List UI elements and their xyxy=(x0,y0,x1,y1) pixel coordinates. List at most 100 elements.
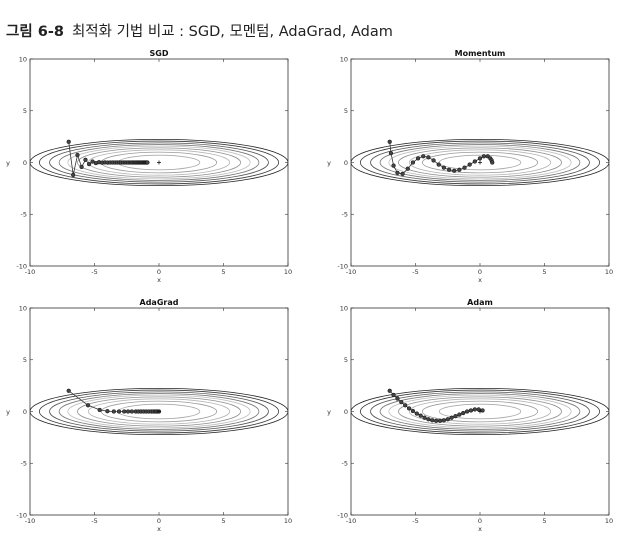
path-point xyxy=(75,152,80,158)
contour-line xyxy=(398,147,562,178)
path-point xyxy=(468,408,474,413)
contour-line xyxy=(49,391,269,432)
contour-line xyxy=(49,142,269,183)
x-tick-label: 0 xyxy=(478,268,482,276)
path-point xyxy=(453,414,458,419)
contour-line xyxy=(359,389,601,434)
x-tick-label: -10 xyxy=(25,517,36,525)
x-tick-label: -5 xyxy=(91,517,97,525)
y-axis-label: y xyxy=(6,408,10,416)
path-point xyxy=(116,409,122,414)
figure-caption: 그림 6-8 최적화 기법 비교 : SGD, 모멘텀, AdaGrad, Ada… xyxy=(6,20,393,41)
contour-line xyxy=(58,393,260,430)
path-point xyxy=(433,418,439,423)
contour-line xyxy=(388,394,572,429)
y-tick-label: 10 xyxy=(19,55,27,63)
path-point xyxy=(387,139,392,144)
plot-title: Momentum xyxy=(455,49,506,58)
subplot-sgd: SGD -10 -5 0 5 10 10 5 0 -5 -10 x y xyxy=(6,49,292,284)
path-point xyxy=(415,156,421,161)
path-point xyxy=(66,388,71,393)
path-point xyxy=(441,165,447,170)
y-tick-label: 5 xyxy=(344,356,348,364)
contour-line xyxy=(77,396,241,427)
contour-line xyxy=(58,144,260,181)
figure-caption-text: 최적화 기법 비교 : SGD, 모멘텀, AdaGrad, Adam xyxy=(71,24,393,40)
y-tick-label: 10 xyxy=(340,304,348,312)
plot-title: AdaGrad xyxy=(140,298,179,307)
x-tick-label: 5 xyxy=(542,268,546,276)
path-point xyxy=(445,417,450,422)
contour-line xyxy=(370,142,590,183)
y-tick-label: -10 xyxy=(16,511,27,519)
path-point xyxy=(472,407,477,412)
path-point xyxy=(426,417,431,422)
path-point xyxy=(406,406,412,411)
path-point xyxy=(399,400,404,405)
y-axis-label: y xyxy=(327,159,331,167)
subplot-adam: Adam -10 -5 0 5 10 10 5 0 -5 -10 x y xyxy=(327,298,613,533)
path-point xyxy=(145,160,150,165)
x-tick-label: 10 xyxy=(605,268,613,276)
x-tick-label: 10 xyxy=(605,517,613,525)
y-tick-label: 0 xyxy=(344,159,348,167)
path-point xyxy=(410,408,416,414)
x-tick-label: -5 xyxy=(91,268,97,276)
y-tick-label: 5 xyxy=(23,107,27,115)
path-point xyxy=(66,139,71,144)
path-point xyxy=(457,412,462,417)
path-point xyxy=(79,164,84,170)
path-point xyxy=(457,167,462,172)
path-point xyxy=(395,170,400,176)
y-tick-label: -5 xyxy=(342,460,348,468)
x-axis-label: x xyxy=(157,525,161,533)
path-point xyxy=(467,162,472,167)
y-axis-label: y xyxy=(327,408,331,416)
x-tick-label: 5 xyxy=(221,517,225,525)
contour-line xyxy=(38,140,280,185)
contour-line xyxy=(67,394,251,429)
plot-title: Adam xyxy=(467,298,493,307)
path-point xyxy=(395,396,400,401)
x-tick-label: 0 xyxy=(478,517,482,525)
contour-line xyxy=(38,389,280,434)
plot-title: SGD xyxy=(150,49,169,58)
path-point xyxy=(111,409,116,414)
path-point xyxy=(418,413,423,418)
path-point xyxy=(391,392,396,398)
contour-line xyxy=(421,400,539,423)
contour-line xyxy=(351,387,609,436)
y-tick-label: -5 xyxy=(21,211,27,219)
path-point xyxy=(83,157,88,162)
path-point xyxy=(400,171,405,177)
contour-line xyxy=(408,398,552,425)
x-tick-label: 10 xyxy=(284,268,292,276)
y-tick-label: 10 xyxy=(19,304,27,312)
x-tick-label: -5 xyxy=(412,517,418,525)
x-axis-label: x xyxy=(157,276,161,284)
figure-number: 그림 6-8 xyxy=(6,24,64,40)
path-point xyxy=(426,155,431,160)
contour-line xyxy=(379,144,581,181)
path-point xyxy=(422,415,427,420)
y-tick-label: 5 xyxy=(344,107,348,115)
contour-line xyxy=(359,140,601,185)
x-axis-label: x xyxy=(478,525,482,533)
contour-line xyxy=(438,403,522,420)
path-point xyxy=(105,409,110,414)
path-point xyxy=(436,162,441,167)
contour-line xyxy=(370,391,590,432)
x-tick-label: 0 xyxy=(157,268,161,276)
x-tick-label: -5 xyxy=(412,268,418,276)
x-tick-label: -10 xyxy=(346,268,357,276)
path-point xyxy=(477,156,483,161)
path-point xyxy=(387,388,392,393)
contour-line xyxy=(30,138,288,187)
path-point xyxy=(461,410,466,416)
y-tick-label: -10 xyxy=(16,262,27,270)
subplot-adagrad: AdaGrad -10 -5 0 5 10 10 5 0 -5 -10 x y xyxy=(6,298,292,533)
contour-line xyxy=(398,396,562,427)
contour-line xyxy=(30,387,288,436)
path-point xyxy=(122,409,127,414)
